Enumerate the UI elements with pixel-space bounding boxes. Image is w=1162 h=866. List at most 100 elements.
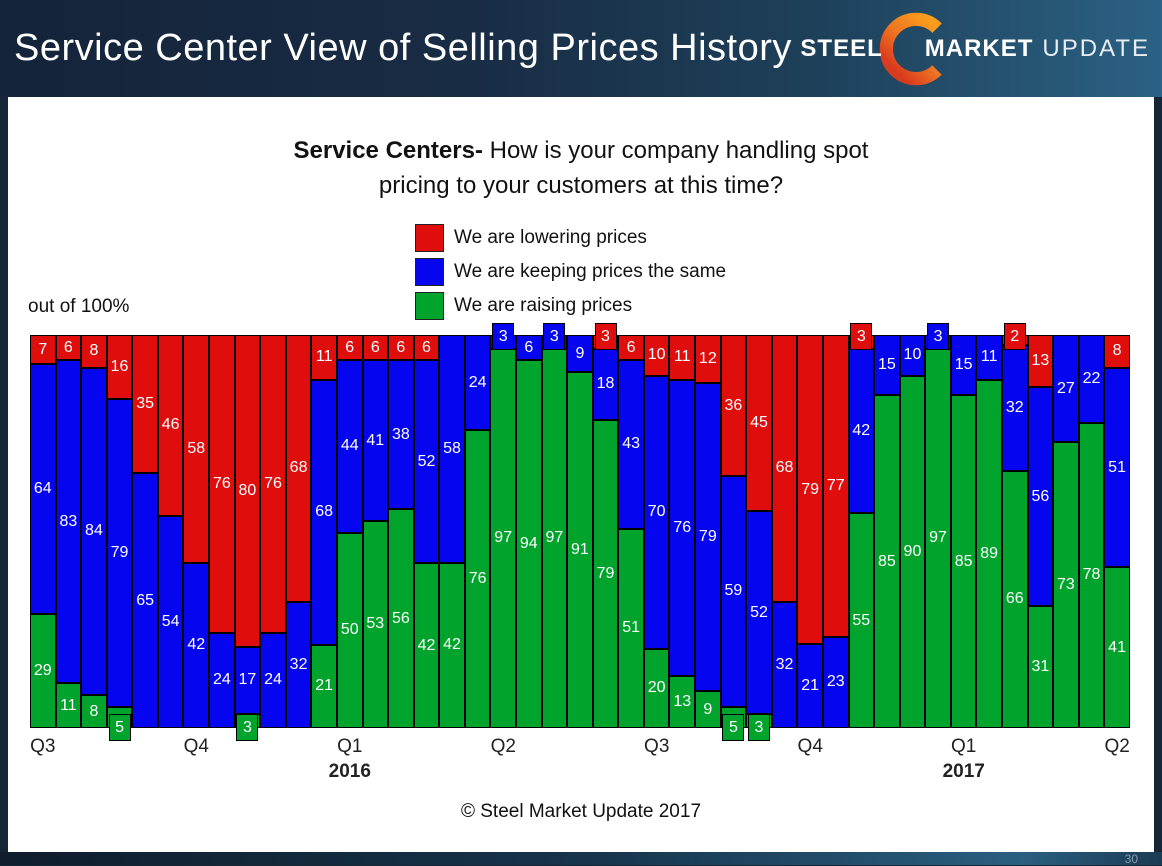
bar-segment-label: 89 <box>980 544 999 562</box>
bar-segment-label: 41 <box>1108 638 1126 656</box>
x-axis-tick: Q2 <box>1104 736 1130 757</box>
bar-segment: 90 <box>899 375 926 728</box>
bar: 77 23 <box>822 335 849 728</box>
bar-segment: 54 <box>157 515 184 728</box>
bar-segment-label: 35 <box>136 395 154 413</box>
bar-segment-label: 8 <box>89 702 99 720</box>
bar-segment: 89 <box>976 379 1002 728</box>
bar: 3 97 <box>541 323 568 728</box>
bar-segment: 58 <box>439 335 465 563</box>
bar-segment: 16 <box>106 335 133 399</box>
bar-segment: 23 <box>822 636 849 728</box>
bar-segment-label: 79 <box>801 480 820 498</box>
bar: 3 97 <box>925 323 951 728</box>
bar-segment-callout: 5 <box>722 714 745 741</box>
bar-segment: 13 <box>1027 335 1054 388</box>
bar-segment: 32 <box>771 601 798 728</box>
bar-segment-label: 42 <box>187 636 206 654</box>
bar-segment: 55 <box>848 513 875 728</box>
page-number: 30 <box>1124 852 1138 866</box>
bar-segment-label: 53 <box>366 615 385 633</box>
bar: 8 84 8 <box>81 335 107 728</box>
bar-segment-label: 52 <box>417 452 436 470</box>
bar: 8 51 41 <box>1104 335 1130 728</box>
bar-segment: 51 <box>1104 367 1130 568</box>
bar-segment-label: 15 <box>954 356 973 374</box>
bar-segment-label: 84 <box>85 522 103 540</box>
bar-segment: 27 <box>1053 335 1079 443</box>
bar-segment: 18 <box>592 348 619 421</box>
bar-segment: 68 <box>311 379 337 645</box>
bar-segment-label: 76 <box>673 518 692 536</box>
bar-segment-label: 32 <box>775 655 794 673</box>
bar-segment-label: 6 <box>524 338 534 356</box>
x-axis-year-label: 2016 <box>328 761 371 782</box>
bar-segment-callout: 5 <box>108 714 131 741</box>
bar-segment: 24 <box>260 632 286 728</box>
bar-segment-label: 51 <box>1108 458 1126 476</box>
bar-segment: 31 <box>1027 606 1054 728</box>
bar: 10 90 <box>899 335 926 728</box>
bar: 58 42 <box>183 335 210 728</box>
bar-segment: 6 <box>388 335 414 361</box>
bar-segment-label: 91 <box>571 541 589 558</box>
bar: 7 64 29 <box>30 335 56 729</box>
bar-segment: 79 <box>592 420 619 728</box>
bar: 68 32 <box>771 335 798 728</box>
legend-item: We are keeping prices the same <box>415 255 726 289</box>
bar-segment: 24 <box>209 632 235 728</box>
bar-segment: 35 <box>132 335 158 474</box>
bar-segment-label: 6 <box>345 338 355 356</box>
bar-segment-label: 21 <box>315 677 334 695</box>
bar-segment-label: 50 <box>340 621 359 639</box>
bar-segment-label: 70 <box>647 503 666 521</box>
bar-segment: 73 <box>1053 442 1079 728</box>
bar-segment-label: 18 <box>596 375 615 393</box>
bar-segment: 32 <box>285 601 312 728</box>
bar-segment-callout: 3 <box>492 323 515 350</box>
x-axis-tick: Q2 <box>490 736 516 757</box>
bar-segment-label: 79 <box>110 543 129 561</box>
bar-segment: 46 <box>157 335 184 516</box>
bar: 13 56 31 <box>1027 335 1054 728</box>
bar-segment-label: 6 <box>626 338 636 356</box>
bar-segment-label: 6 <box>422 338 431 356</box>
bar-segment-label: 83 <box>59 512 78 530</box>
bar-segment-label: 8 <box>89 342 99 360</box>
bar-segment-label: 90 <box>903 542 922 560</box>
bar-segment: 68 <box>285 335 312 602</box>
bar-segment: 56 <box>1027 387 1054 607</box>
bar-segment: 11 <box>55 683 82 728</box>
bar-segment-label: 55 <box>852 611 871 629</box>
bar-segment: 45 <box>746 335 772 512</box>
stacked-bar-chart: 7 64 29 6 83 11 8 84 8 16 79 5 35 65 46 54 58 42 76 24 80 17 3… <box>30 323 1130 741</box>
bar-segment: 85 <box>950 395 977 728</box>
logo-steel-text: STEEL <box>800 34 883 62</box>
bar-segment-label: 27 <box>1057 379 1075 397</box>
bottom-strip: 30 <box>0 852 1162 866</box>
bar-segment: 6 <box>413 335 440 361</box>
bar-segment: 42 <box>413 563 440 728</box>
bar-segment: 6 <box>618 335 644 361</box>
bar-segment-label: 43 <box>622 435 640 453</box>
bar-segment-label: 6 <box>63 338 73 356</box>
bar-segment-callout: 3 <box>594 323 617 350</box>
bar-segment-label: 97 <box>545 529 564 547</box>
bar-segment: 12 <box>695 335 721 384</box>
bar: 2 32 66 <box>1001 323 1028 728</box>
bar-segment: 29 <box>30 613 56 729</box>
bar-segment: 50 <box>336 532 363 728</box>
bar-segment-label: 51 <box>622 619 640 637</box>
bar-segment: 41 <box>1104 567 1130 728</box>
bar-segment-label: 24 <box>264 671 282 689</box>
bar-segment-label: 7 <box>38 340 48 358</box>
bar-segment: 24 <box>464 335 491 431</box>
bar-segment: 58 <box>183 335 210 563</box>
bar: 6 94 <box>515 335 542 728</box>
bar-segment-label: 38 <box>391 425 410 443</box>
x-axis-year-label: 2017 <box>942 761 985 782</box>
bar: 79 21 <box>797 335 823 728</box>
header: Service Center View of Selling Prices Hi… <box>0 0 1162 97</box>
bar-segment: 79 <box>695 383 721 692</box>
logo-crescent-icon <box>879 12 953 85</box>
